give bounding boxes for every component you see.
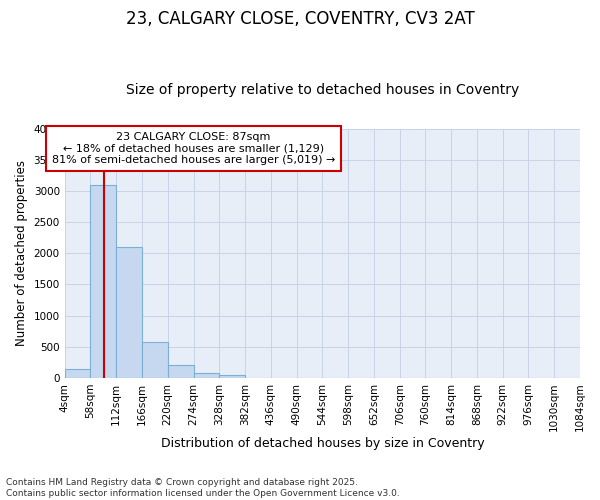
X-axis label: Distribution of detached houses by size in Coventry: Distribution of detached houses by size … <box>161 437 484 450</box>
Bar <box>91 185 116 378</box>
Text: 23 CALGARY CLOSE: 87sqm
← 18% of detached houses are smaller (1,129)
81% of semi: 23 CALGARY CLOSE: 87sqm ← 18% of detache… <box>52 132 335 165</box>
Title: Size of property relative to detached houses in Coventry: Size of property relative to detached ho… <box>126 83 519 97</box>
Bar <box>65 368 91 378</box>
Bar <box>193 374 219 378</box>
Text: 23, CALGARY CLOSE, COVENTRY, CV3 2AT: 23, CALGARY CLOSE, COVENTRY, CV3 2AT <box>125 10 475 28</box>
Bar <box>116 247 142 378</box>
Y-axis label: Number of detached properties: Number of detached properties <box>15 160 28 346</box>
Bar <box>168 366 193 378</box>
Text: Contains HM Land Registry data © Crown copyright and database right 2025.
Contai: Contains HM Land Registry data © Crown c… <box>6 478 400 498</box>
Bar <box>219 375 245 378</box>
Bar <box>142 342 168 378</box>
